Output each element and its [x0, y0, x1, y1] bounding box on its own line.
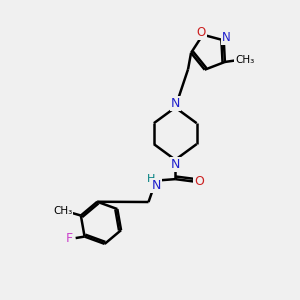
- Text: H: H: [146, 174, 155, 184]
- Text: O: O: [194, 175, 204, 188]
- Text: N: N: [171, 158, 180, 171]
- Text: N: N: [151, 179, 160, 193]
- Text: O: O: [197, 26, 206, 39]
- Text: F: F: [66, 232, 73, 244]
- Text: CH₃: CH₃: [235, 56, 254, 65]
- Text: N: N: [171, 97, 180, 110]
- Text: CH₃: CH₃: [53, 206, 73, 216]
- Text: N: N: [222, 32, 230, 44]
